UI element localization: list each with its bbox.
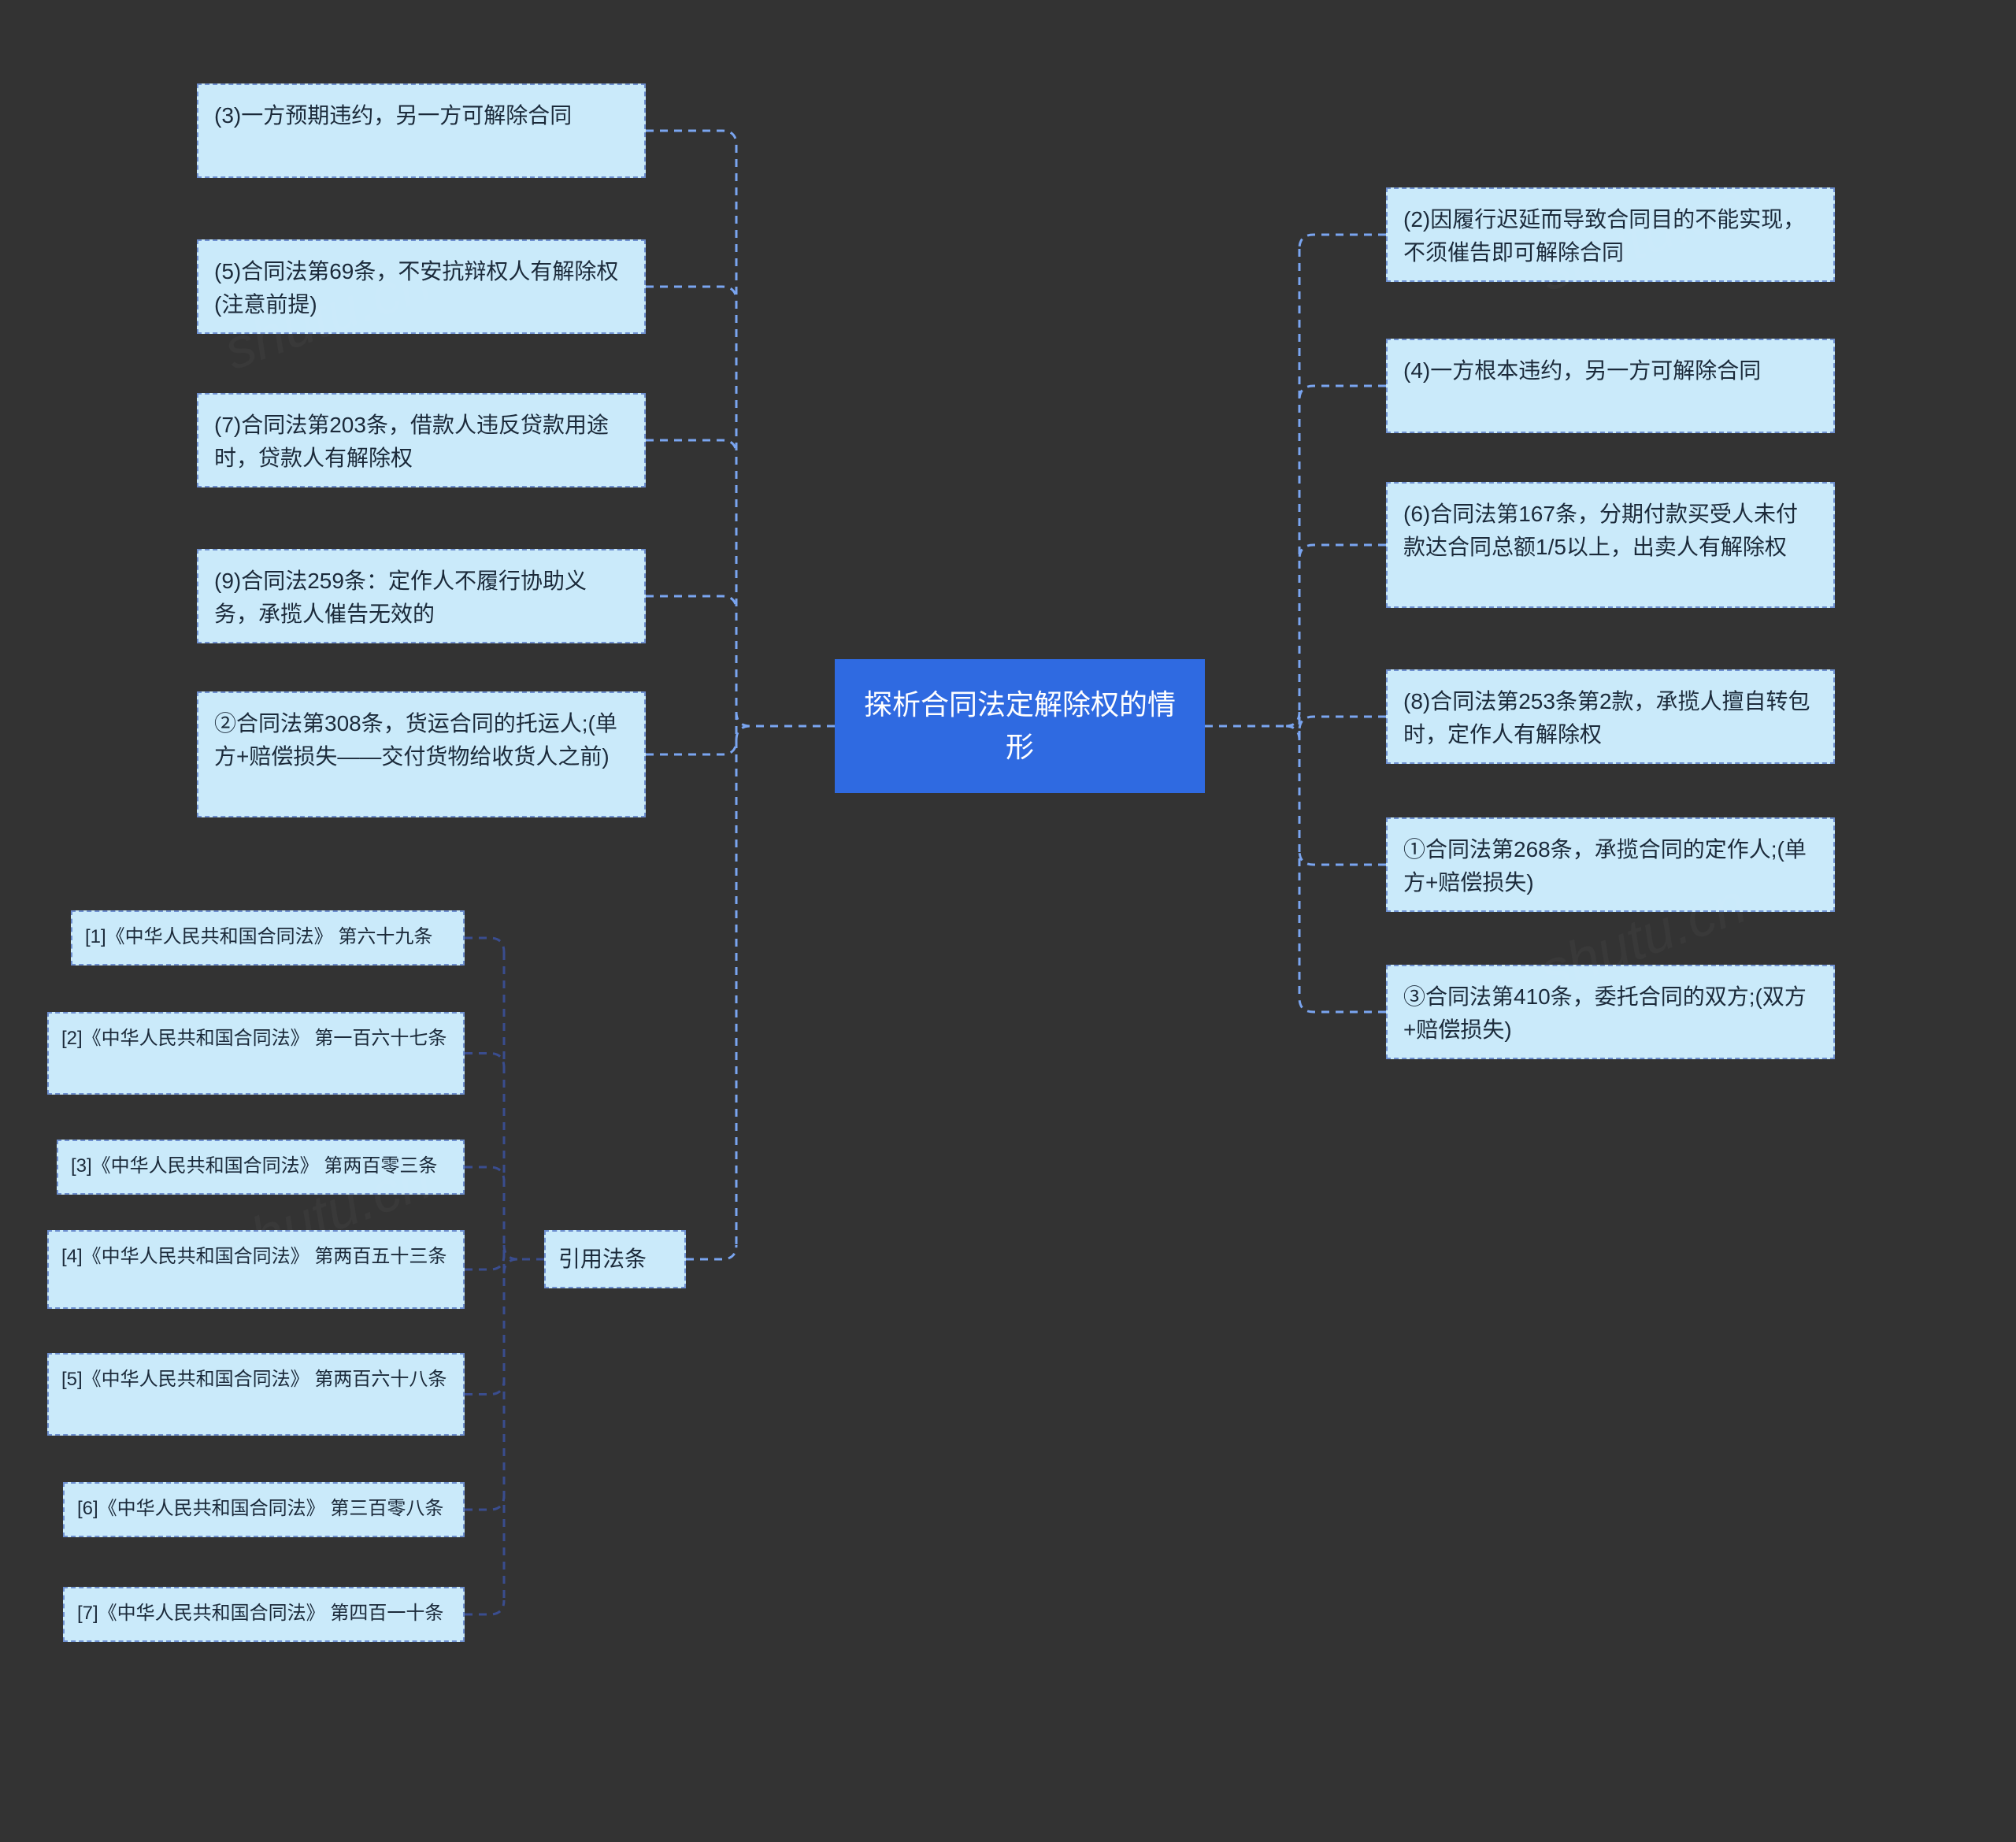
node-l9[interactable]: (9)合同法259条：定作人不履行协助义务，承揽人催告无效的 bbox=[197, 549, 646, 643]
node-r6[interactable]: (6)合同法第167条，分期付款买受人未付款达合同总额1/5以上，出卖人有解除权 bbox=[1386, 482, 1835, 608]
node-l308[interactable]: ②合同法第308条，货运合同的托运人;(单方+赔偿损失——交付货物给收货人之前) bbox=[197, 691, 646, 817]
mindmap-canvas: 探析合同法定解除权的情形 (3)一方预期违约，另一方可解除合同 (5)合同法第69条… bbox=[0, 0, 2016, 1842]
node-l3[interactable]: (3)一方预期违约，另一方可解除合同 bbox=[197, 83, 646, 178]
node-c3[interactable]: [3]《中华人民共和国合同法》 第两百零三条 bbox=[57, 1140, 465, 1195]
node-c7[interactable]: [7]《中华人民共和国合同法》 第四百一十条 bbox=[63, 1587, 465, 1642]
node-c6[interactable]: [6]《中华人民共和国合同法》 第三百零八条 bbox=[63, 1482, 465, 1537]
node-c5[interactable]: [5]《中华人民共和国合同法》 第两百六十八条 bbox=[47, 1353, 465, 1436]
node-c2[interactable]: [2]《中华人民共和国合同法》 第一百六十七条 bbox=[47, 1012, 465, 1095]
node-r410[interactable]: ③合同法第410条，委托合同的双方;(双方+赔偿损失) bbox=[1386, 965, 1835, 1059]
node-l7[interactable]: (7)合同法第203条，借款人违反贷款用途时，贷款人有解除权 bbox=[197, 393, 646, 487]
node-root[interactable]: 探析合同法定解除权的情形 bbox=[835, 659, 1205, 793]
node-r4[interactable]: (4)一方根本违约，另一方可解除合同 bbox=[1386, 339, 1835, 433]
node-c1[interactable]: [1]《中华人民共和国合同法》 第六十九条 bbox=[71, 910, 465, 965]
node-r8[interactable]: (8)合同法第253条第2款，承揽人擅自转包时，定作人有解除权 bbox=[1386, 669, 1835, 764]
node-ref[interactable]: 引用法条 bbox=[544, 1230, 686, 1288]
node-r268[interactable]: ①合同法第268条，承揽合同的定作人;(单方+赔偿损失) bbox=[1386, 817, 1835, 912]
node-c4[interactable]: [4]《中华人民共和国合同法》 第两百五十三条 bbox=[47, 1230, 465, 1309]
node-r2[interactable]: (2)因履行迟延而导致合同目的不能实现，不须催告即可解除合同 bbox=[1386, 187, 1835, 282]
node-l5[interactable]: (5)合同法第69条，不安抗辩权人有解除权(注意前提) bbox=[197, 239, 646, 334]
